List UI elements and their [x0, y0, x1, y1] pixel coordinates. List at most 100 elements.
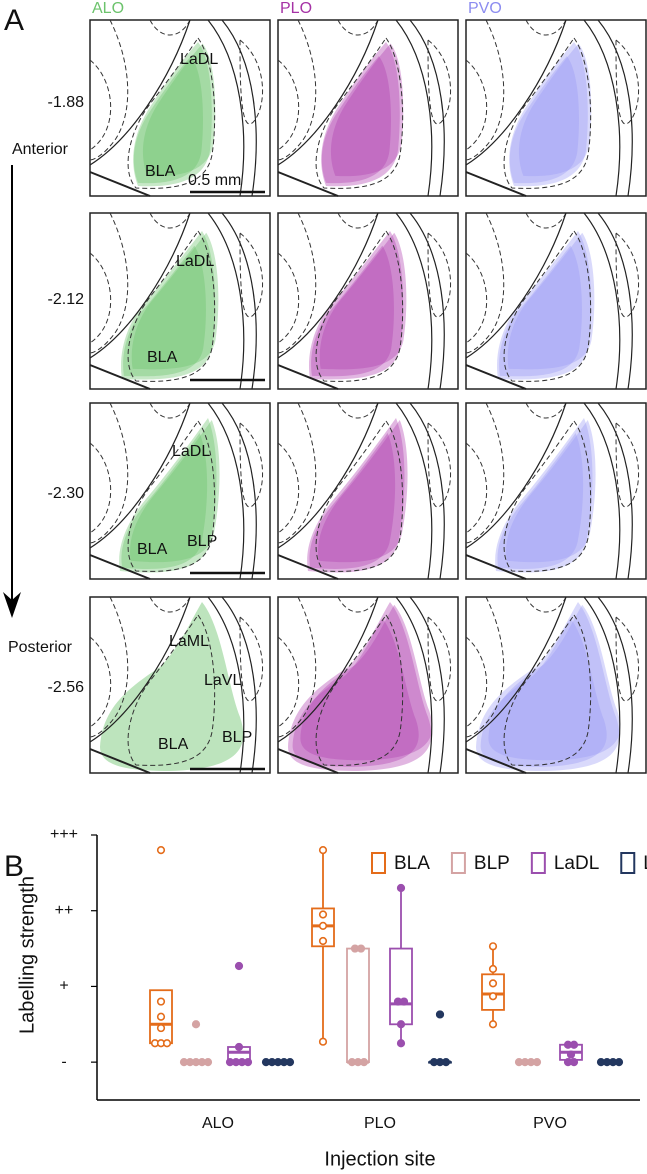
structure-line — [465, 171, 527, 197]
labelled-area — [121, 433, 208, 569]
structure-line — [583, 402, 621, 580]
section-panel — [89, 596, 271, 774]
data-point — [156, 997, 166, 1006]
section-grid — [89, 19, 647, 774]
labelled-area — [133, 42, 212, 187]
structure-line — [207, 596, 245, 774]
region-outline — [89, 212, 129, 354]
structure-line — [409, 596, 445, 774]
region-outline — [239, 422, 264, 508]
labelled-area — [518, 43, 592, 177]
data-point — [234, 1042, 244, 1052]
data-point — [488, 992, 498, 1001]
labelled-area — [321, 56, 392, 184]
level-label: -2.30 — [48, 485, 85, 502]
region-label: BLA — [145, 163, 176, 180]
region-outline — [615, 616, 640, 702]
region-outline — [465, 442, 488, 534]
region-outline — [277, 442, 300, 534]
structure-line — [465, 212, 567, 359]
scale-label: 0.5 mm — [188, 172, 241, 189]
region-outline — [525, 212, 567, 229]
region-outline — [89, 402, 129, 544]
region-outline — [525, 596, 567, 613]
structure-line — [395, 596, 433, 774]
region-outline — [89, 596, 129, 738]
box — [346, 947, 370, 1064]
region-outline — [277, 252, 300, 344]
y-tick-label: ++ — [55, 902, 74, 919]
labelled-area — [488, 604, 621, 761]
region-outline — [615, 232, 640, 318]
region-label: BLP — [187, 533, 217, 550]
x-tick-label: ALO — [202, 1115, 234, 1132]
y-tick-label: + — [59, 978, 68, 995]
panel-label: B — [4, 850, 24, 883]
legend-swatch — [620, 852, 636, 874]
legend-label: LaDL — [554, 853, 599, 874]
structure-line — [89, 364, 151, 390]
structure-line — [207, 402, 245, 580]
data-point — [318, 936, 328, 946]
data-point — [488, 964, 498, 974]
data-point — [399, 997, 409, 1006]
region-outline — [149, 596, 191, 613]
labelled-area — [318, 420, 408, 563]
structure-line — [277, 402, 379, 549]
labelled-area — [307, 418, 405, 573]
region-label: BLA — [147, 349, 178, 366]
structure-line — [583, 19, 621, 197]
labelled-area — [288, 602, 432, 771]
region-labels: LaDL BLA 0.5 mm LaDL BLA LaDL BLA BLP La… — [137, 51, 252, 753]
structure-line — [465, 364, 527, 390]
region-outline — [465, 59, 488, 151]
labelled-area — [131, 232, 219, 370]
structure-line — [465, 748, 527, 774]
data-point — [203, 1058, 213, 1067]
structure-line — [597, 402, 633, 580]
y-tick-label: +++ — [50, 826, 78, 843]
data-point — [566, 1050, 576, 1059]
labelled-area — [507, 232, 595, 370]
region-outline — [615, 39, 640, 125]
labelled-area — [495, 418, 593, 573]
labelled-area — [476, 602, 620, 771]
structure-line — [465, 402, 567, 549]
labelled-area — [321, 42, 400, 187]
structure-line — [277, 748, 339, 774]
structure-line — [89, 596, 191, 743]
data-point — [435, 1010, 445, 1019]
labelled-area — [119, 418, 217, 573]
data-point — [156, 1023, 166, 1033]
region-outline — [465, 636, 488, 728]
section-panel — [465, 596, 647, 774]
x-axis-title: Injection site — [324, 1148, 435, 1170]
labelled-area — [319, 232, 407, 370]
region-outline — [337, 402, 379, 419]
level-label: -1.88 — [48, 94, 85, 111]
labelled-area — [480, 618, 607, 767]
labelled-area — [121, 231, 216, 380]
structure-line — [221, 402, 257, 580]
region-outline — [465, 402, 505, 544]
region-outline — [89, 59, 112, 151]
structure-line — [597, 596, 633, 774]
region-label: LaDL — [172, 443, 210, 460]
data-point — [441, 1058, 451, 1067]
labelled-area — [292, 618, 419, 767]
data-point — [162, 1039, 172, 1048]
region-outline — [89, 19, 129, 161]
data-point — [359, 1058, 369, 1067]
structure-line — [277, 596, 379, 743]
region-label: BLA — [158, 736, 189, 753]
labelled-area — [130, 420, 220, 563]
labelled-area — [311, 245, 394, 377]
labelled-area — [497, 433, 584, 569]
legend-label: BLP — [474, 853, 510, 874]
region-label: BLA — [137, 541, 168, 558]
structure-line — [221, 596, 257, 774]
region-label: LaDL — [176, 253, 214, 270]
region-outline — [337, 212, 379, 229]
section-panel — [465, 212, 647, 390]
